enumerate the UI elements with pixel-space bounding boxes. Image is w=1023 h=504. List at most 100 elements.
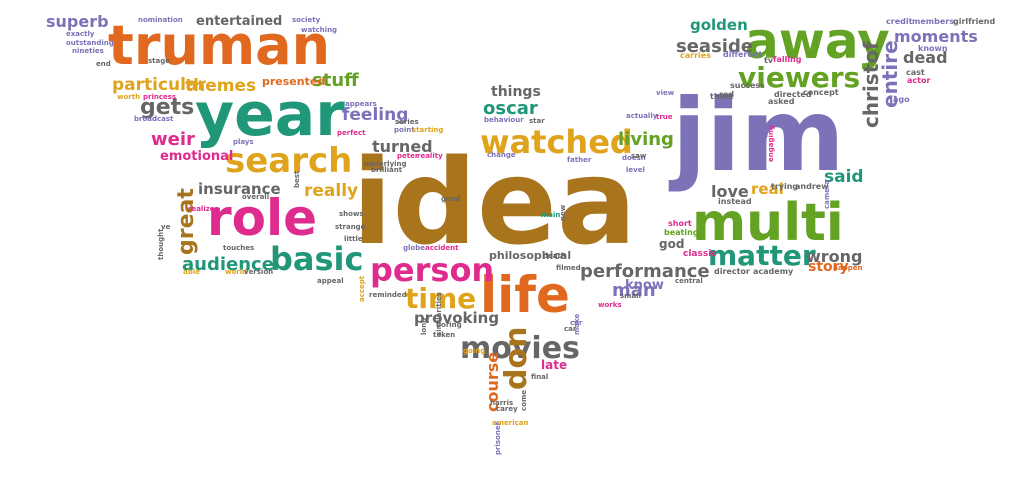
word-falling: falling xyxy=(773,55,802,64)
word-story: story xyxy=(808,259,849,275)
word-car: car xyxy=(564,325,577,333)
word-star: star xyxy=(529,117,545,125)
word-god: god xyxy=(659,237,684,251)
word-reminded: reminded xyxy=(369,291,407,299)
word-movies: movies xyxy=(460,331,580,366)
word-ve: ve xyxy=(161,223,171,231)
word-similarities: similarities xyxy=(435,292,443,336)
word-realizes: realizes xyxy=(188,205,219,213)
word-stuff: stuff xyxy=(312,70,359,91)
word-basic: basic xyxy=(270,240,363,278)
word-girlfriend: girlfriend xyxy=(953,17,995,26)
word-able: able xyxy=(183,268,200,276)
word-late: late xyxy=(541,358,567,372)
word-come: come xyxy=(520,390,528,411)
word-watched: watched xyxy=(480,123,633,161)
word-truman: truman xyxy=(108,14,330,77)
word-taken: taken xyxy=(433,331,455,339)
word-touches: touches xyxy=(223,244,254,252)
word-concept: concept xyxy=(803,88,839,97)
word-director: director xyxy=(714,267,750,276)
word-credit: credit xyxy=(886,17,913,26)
word-weir: weir xyxy=(151,129,195,150)
word-different: different xyxy=(723,50,762,59)
word-new: new xyxy=(559,204,567,221)
word-tv: tv xyxy=(764,56,774,65)
word-level: level xyxy=(626,166,645,174)
word-works: works xyxy=(598,301,622,309)
word-asked: asked xyxy=(768,97,795,106)
word-directed: directed xyxy=(774,90,812,99)
word-carries: carries xyxy=(680,51,711,60)
word-beating: beating xyxy=(664,228,699,237)
word-boring: boring xyxy=(436,321,462,329)
word-actually: actually xyxy=(626,112,658,120)
word-view: view xyxy=(656,89,675,97)
word-plays: plays xyxy=(233,138,254,146)
word-entire: entire xyxy=(878,40,902,108)
word-entertained: entertained xyxy=(196,14,282,29)
word-emotional: emotional xyxy=(160,149,233,164)
word-long: long xyxy=(420,318,428,335)
word-small: small xyxy=(620,292,641,300)
word-matter: matter xyxy=(708,239,816,272)
word-strange: strange xyxy=(335,223,366,231)
word-father: father xyxy=(567,156,592,164)
word-overall: overall xyxy=(242,193,269,201)
word-course: course xyxy=(483,352,502,412)
word-stage: stage xyxy=(148,57,170,65)
word-car: car xyxy=(570,319,583,327)
word-known: known xyxy=(918,44,948,53)
word-going: going xyxy=(463,347,485,355)
word-outstanding: outstanding xyxy=(66,39,114,47)
word-nineties: nineties xyxy=(72,47,104,55)
word-oscar: oscar xyxy=(483,98,538,119)
word-role: role xyxy=(207,189,317,247)
word-gets: gets xyxy=(140,95,194,120)
word-camera: camera xyxy=(823,180,831,209)
word-multi: multi xyxy=(692,193,844,253)
word-know: know xyxy=(625,278,664,293)
word-nomination: nomination xyxy=(138,16,183,24)
word-prisoner: prisoner xyxy=(494,421,502,455)
word-particular: particular xyxy=(112,75,206,95)
word-classic: classic xyxy=(683,249,717,259)
word-starting: starting xyxy=(412,126,443,134)
word-engaging: engaging xyxy=(767,125,775,162)
word-society: society xyxy=(292,16,321,24)
word-main: main xyxy=(541,211,560,219)
word-series: series xyxy=(395,118,419,126)
word-time: time xyxy=(405,282,476,315)
word-reality: reality xyxy=(417,152,443,160)
word-seaside: seaside xyxy=(676,36,753,57)
word-exactly: exactly xyxy=(66,30,95,38)
word-death: death xyxy=(543,252,566,260)
word-turned: turned xyxy=(372,137,433,156)
word-carey: carey xyxy=(496,405,518,413)
word-think: think xyxy=(710,92,734,101)
word-make: make xyxy=(573,314,581,335)
word-filmed: filmed xyxy=(556,264,581,272)
word-shows: shows xyxy=(339,210,364,218)
word-dead: dead xyxy=(903,48,948,67)
word-red: red xyxy=(719,90,734,99)
word-broadcast: broadcast xyxy=(134,115,174,123)
word-central: central xyxy=(675,277,703,285)
word-watching: watching xyxy=(301,26,337,34)
word-accept: accept xyxy=(358,275,366,302)
word-little: little xyxy=(344,235,363,243)
word-end: end xyxy=(96,60,111,68)
word-living: living xyxy=(618,129,674,150)
word-trying: trying xyxy=(771,182,798,191)
word-idea: idea xyxy=(352,133,637,271)
word-doesn: doesn xyxy=(622,154,646,162)
word-american: american xyxy=(492,419,528,427)
word-performance: performance xyxy=(580,261,710,282)
word-harris: harris xyxy=(490,399,513,407)
word-accident: accident xyxy=(425,244,459,252)
word-cast: cast xyxy=(906,68,925,77)
word-success: success xyxy=(730,81,765,90)
word-thought: thought xyxy=(157,228,165,260)
word-person: person xyxy=(370,251,494,289)
word-appeal: appeal xyxy=(317,277,344,285)
